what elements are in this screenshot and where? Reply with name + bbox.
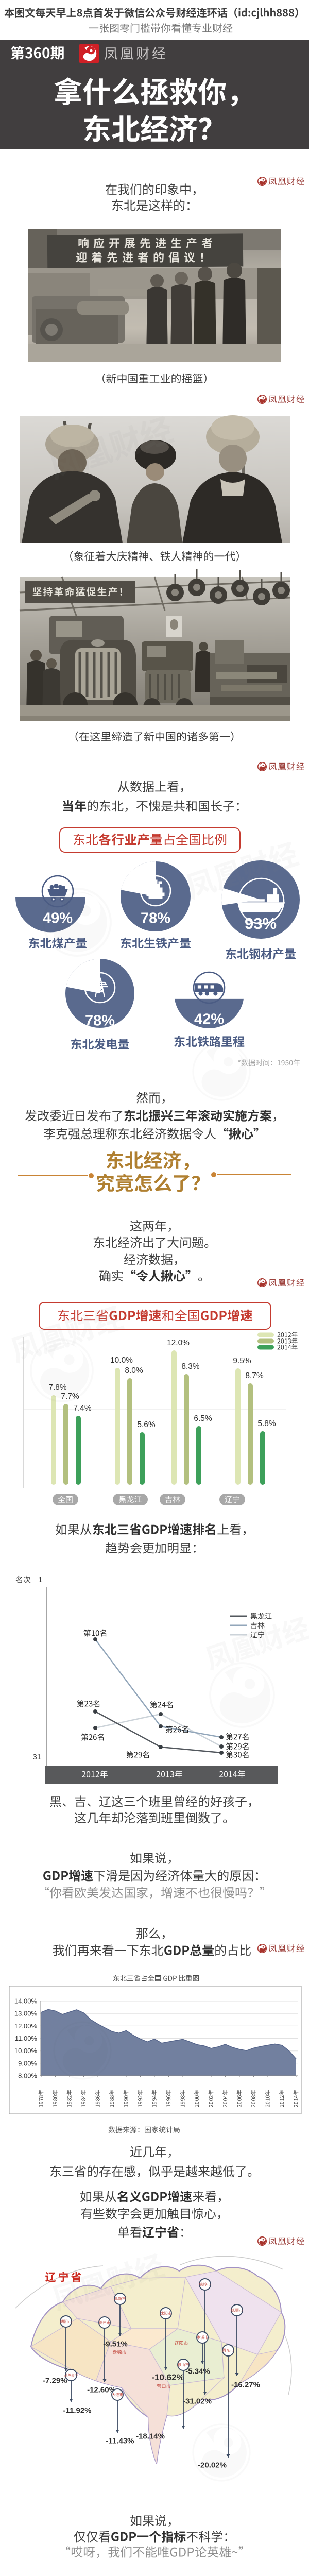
svg-text:-16.27%: -16.27% <box>231 2380 260 2389</box>
svg-text:-7.29%: -7.29% <box>43 2376 67 2385</box>
svg-text:31: 31 <box>32 1753 41 1761</box>
svg-text:-20.02%: -20.02% <box>198 2461 227 2469</box>
svg-text:10.00%: 10.00% <box>14 2047 38 2055</box>
svg-text:-31.02%: -31.02% <box>183 2397 212 2405</box>
svg-text:5.8%: 5.8% <box>258 1419 276 1428</box>
svg-text:-5.34%: -5.34% <box>185 2367 210 2376</box>
svg-text:12.00%: 12.00% <box>14 2022 38 2030</box>
svg-text:8.7%: 8.7% <box>245 1371 264 1380</box>
svg-text:11.00%: 11.00% <box>15 2035 38 2042</box>
svg-text:9.5%: 9.5% <box>233 1357 251 1365</box>
svg-text:10.0%: 10.0% <box>110 1356 133 1365</box>
svg-text:6.5%: 6.5% <box>194 1414 212 1423</box>
svg-text:78%: 78% <box>141 910 170 926</box>
svg-text:-11.43%: -11.43% <box>106 2436 134 2445</box>
svg-text:7.4%: 7.4% <box>73 1404 92 1413</box>
svg-text:14.00%: 14.00% <box>14 1997 38 2005</box>
svg-text:7.8%: 7.8% <box>48 1383 67 1392</box>
svg-text:5.6%: 5.6% <box>137 1420 156 1429</box>
svg-text:42%: 42% <box>194 1011 224 1027</box>
svg-text:12.0%: 12.0% <box>167 1338 190 1347</box>
svg-text:78%: 78% <box>85 1012 115 1029</box>
svg-text:-18.14%: -18.14% <box>136 2432 165 2441</box>
svg-text:9.00%: 9.00% <box>18 2059 37 2067</box>
svg-text:1: 1 <box>38 1575 42 1584</box>
svg-text:8.00%: 8.00% <box>18 2072 37 2080</box>
svg-text:8.0%: 8.0% <box>125 1366 143 1375</box>
svg-text:-9.51%: -9.51% <box>103 2340 128 2348</box>
svg-text:7.7%: 7.7% <box>61 1392 79 1401</box>
svg-text:-11.92%: -11.92% <box>63 2406 91 2415</box>
svg-text:-12.60%: -12.60% <box>87 2385 116 2394</box>
svg-text:49%: 49% <box>43 910 73 926</box>
svg-text:8.3%: 8.3% <box>181 1362 200 1371</box>
svg-text:13.00%: 13.00% <box>14 2010 38 2018</box>
svg-text:93%: 93% <box>245 914 277 933</box>
svg-text:-10.62%: -10.62% <box>151 2372 184 2382</box>
